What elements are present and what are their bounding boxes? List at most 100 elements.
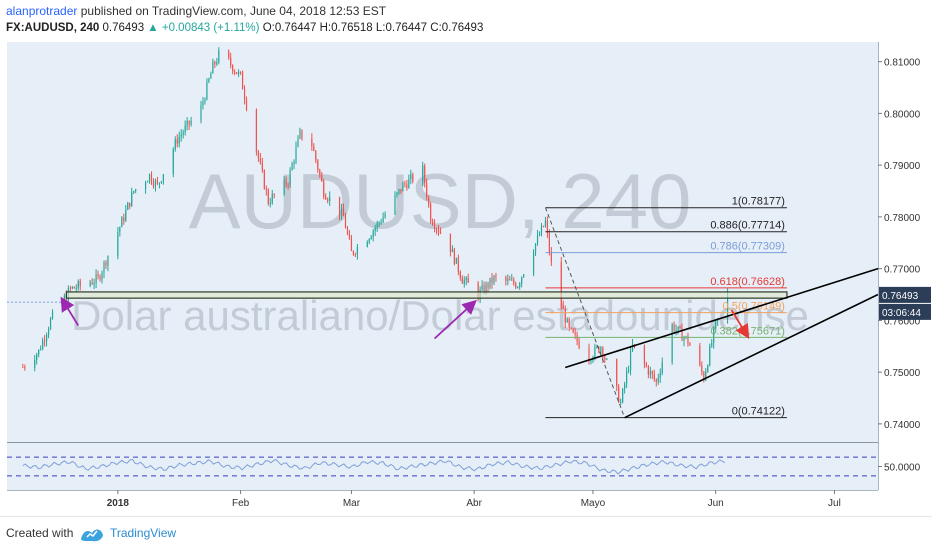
candle-body — [570, 327, 572, 329]
candle-body — [350, 238, 353, 252]
candle-body — [289, 170, 291, 185]
candle-body — [182, 132, 184, 135]
candle-body — [465, 277, 467, 281]
candle-body — [653, 374, 655, 380]
channel-lower-line — [624, 293, 879, 419]
x-tick-label: Jul — [828, 498, 841, 509]
current-price-label: 0.76493 — [882, 291, 919, 302]
x-tick-label: Jun — [708, 498, 724, 509]
candle-body — [546, 220, 549, 234]
candle-body — [319, 169, 321, 175]
candle-body — [259, 158, 261, 163]
candle-body — [439, 232, 442, 234]
candle-body — [44, 340, 46, 342]
candle-body — [311, 138, 313, 147]
candle-body — [489, 277, 491, 288]
candle-body — [125, 209, 127, 221]
candle-body — [515, 283, 517, 288]
candle-body — [380, 222, 382, 224]
candle-body — [677, 326, 679, 330]
candle-body — [477, 282, 479, 299]
candle-body — [212, 61, 214, 74]
candle-body — [491, 277, 493, 284]
candle-body — [206, 81, 208, 100]
candle-body — [699, 345, 701, 366]
publish-info: published on TradingView.com, June 04, 2… — [80, 4, 387, 18]
candle-body — [713, 328, 715, 344]
candle-body — [453, 248, 455, 264]
candle-body — [455, 257, 457, 264]
candle-body — [321, 174, 323, 182]
candle-body — [679, 326, 681, 328]
candle-body — [148, 174, 151, 182]
publish-line: alanprotrader published on TradingView.c… — [6, 4, 386, 18]
candle-body — [208, 78, 210, 82]
candle-body — [451, 248, 453, 253]
candle-body — [234, 71, 236, 73]
candle-body — [188, 120, 190, 125]
candle-body — [190, 120, 192, 125]
candle-body — [382, 217, 384, 223]
candle-body — [150, 174, 153, 183]
candle-body — [123, 217, 125, 221]
candle-body — [69, 288, 71, 289]
candle-body — [572, 328, 574, 333]
candle-body — [285, 179, 287, 185]
candle-body — [622, 388, 624, 403]
candle-body — [230, 57, 232, 66]
candle-body — [422, 165, 424, 182]
candle-body — [154, 180, 157, 187]
candle-body — [346, 228, 349, 234]
candle-body — [412, 174, 414, 182]
x-tick-label: 2018 — [107, 498, 130, 509]
candle-body — [618, 386, 620, 403]
candle-body — [673, 324, 675, 332]
candle-body — [548, 233, 550, 253]
candle-body — [574, 332, 576, 335]
candle-body — [566, 318, 568, 323]
candle-body — [521, 276, 523, 284]
tradingview-brand[interactable]: TradingView — [110, 526, 177, 540]
candle-body — [368, 239, 370, 243]
candle-body — [602, 347, 604, 358]
candle-body — [372, 230, 374, 237]
candle-body — [178, 136, 180, 144]
candle-body — [186, 120, 188, 126]
candle-body — [681, 327, 683, 341]
candle-body — [129, 202, 131, 207]
rsi-line — [22, 458, 726, 475]
candle-body — [400, 189, 402, 192]
candle-body — [293, 161, 295, 164]
candle-body — [645, 363, 647, 367]
candle-body — [291, 163, 293, 171]
candle-body — [376, 222, 378, 228]
candle-body — [703, 372, 705, 381]
candles — [22, 47, 729, 405]
candle-body — [463, 280, 465, 284]
candle-body — [338, 196, 341, 216]
candle-body — [135, 189, 137, 192]
annotation-arrow — [433, 299, 477, 340]
author-link[interactable]: alanprotrader — [6, 4, 78, 18]
candle-body — [47, 329, 50, 336]
candle-body — [495, 276, 497, 278]
candle-body — [398, 189, 400, 193]
candle-body — [493, 276, 495, 284]
candle-body — [410, 174, 412, 179]
candle-body — [271, 193, 273, 204]
candle-body — [511, 279, 513, 281]
candle-body — [180, 134, 182, 137]
candle-body — [424, 165, 426, 183]
candle-body — [707, 365, 709, 372]
candle-body — [204, 99, 206, 102]
candle-body — [396, 192, 398, 196]
candle-body — [63, 295, 66, 302]
candle-body — [133, 191, 135, 193]
candle-body — [513, 279, 515, 284]
candle-body — [45, 335, 48, 342]
candle-body — [631, 344, 634, 351]
candle-body — [160, 181, 163, 183]
candle-body — [344, 216, 347, 229]
candle-body — [643, 346, 646, 364]
